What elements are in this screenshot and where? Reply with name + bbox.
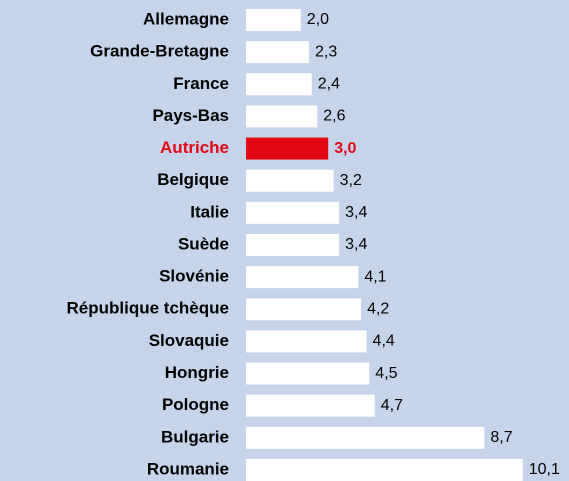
value-label: 2,4 [318,75,340,92]
value-label: 8,7 [490,429,512,446]
value-label: 3,4 [345,204,367,221]
category-label: Slovaquie [149,331,229,350]
bar [246,266,359,289]
bar [246,394,375,417]
category-label: Pays-Bas [152,106,229,125]
value-label: 2,3 [315,43,337,60]
value-label: 4,2 [367,300,389,317]
bar [246,362,370,385]
value-label: 3,4 [345,236,367,253]
value-label: 2,6 [323,108,345,125]
category-label: Hongrie [165,363,229,382]
bar [246,201,340,224]
bar [246,330,367,353]
value-label: 4,4 [373,333,395,350]
value-label: 2,0 [307,11,329,28]
bar [246,105,318,128]
value-label: 3,0 [334,140,356,157]
bar [246,233,340,256]
category-label: Bulgarie [161,427,229,446]
category-label: Suède [178,234,229,253]
category-label: Autriche [160,138,229,157]
category-label: France [173,74,229,93]
bar [246,9,301,31]
bar [246,298,362,321]
value-label: 4,1 [364,268,386,285]
category-label: Pologne [162,395,229,414]
bar [246,169,334,192]
category-label: Belgique [157,170,229,189]
bar [246,458,523,481]
bar [246,41,310,64]
category-label: Italie [190,202,229,221]
value-label: 4,7 [381,397,403,414]
category-label: Slovénie [159,267,229,286]
value-label: 4,5 [375,365,397,382]
bar [246,137,329,160]
value-label: 10,1 [529,461,560,478]
category-label: Allemagne [143,9,229,28]
category-label: République tchèque [67,299,229,318]
bar [246,426,485,449]
category-label: Roumanie [147,459,229,478]
category-label: Grande-Bretagne [90,42,229,61]
value-label: 3,2 [340,172,362,189]
bar [246,73,312,96]
